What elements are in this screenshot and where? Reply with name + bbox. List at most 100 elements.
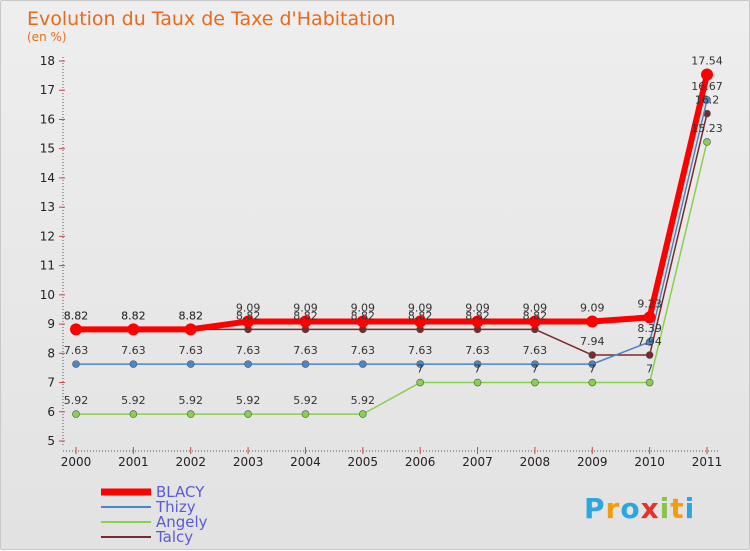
data-label: 8.82 bbox=[121, 309, 146, 322]
data-label: 5.92 bbox=[351, 394, 376, 407]
data-point bbox=[703, 138, 711, 146]
logo-letter: x bbox=[641, 492, 660, 525]
data-label: 8.82 bbox=[64, 309, 89, 322]
data-label: 7.63 bbox=[351, 344, 376, 357]
legend-label: Talcy bbox=[155, 528, 193, 546]
logo-letter: o bbox=[620, 492, 640, 525]
data-label: 7 bbox=[531, 363, 538, 376]
data-label: 8.82 bbox=[236, 309, 261, 322]
data-point bbox=[588, 360, 597, 368]
data-point bbox=[645, 351, 654, 359]
legend-item-thizy: Thizy bbox=[101, 498, 196, 516]
data-label: 7.63 bbox=[408, 344, 433, 357]
y-tick-label: 18 bbox=[40, 54, 55, 68]
x-tick-label: 2007 bbox=[462, 455, 493, 469]
data-point bbox=[359, 410, 367, 418]
legend-item-blacy: BLACY bbox=[101, 483, 205, 501]
x-tick-label: 2000 bbox=[61, 455, 92, 469]
data-point bbox=[129, 360, 138, 368]
legend-item-talcy: Talcy bbox=[101, 528, 193, 546]
data-point bbox=[244, 410, 252, 418]
data-label: 7 bbox=[589, 363, 596, 376]
data-label: 7 bbox=[474, 363, 481, 376]
data-label: 8.82 bbox=[293, 309, 318, 322]
data-point bbox=[645, 338, 654, 346]
y-tick-label: 12 bbox=[40, 229, 55, 243]
data-label: 8.82 bbox=[64, 309, 89, 322]
data-label: 16.2 bbox=[695, 94, 720, 107]
x-tick-label: 2001 bbox=[118, 455, 149, 469]
data-label: 8.82 bbox=[523, 309, 548, 322]
data-label: 7.94 bbox=[580, 335, 605, 348]
y-tick-label: 8 bbox=[47, 346, 55, 360]
data-label: 16.67 bbox=[691, 80, 723, 93]
proxiti-logo: Proxiti bbox=[584, 492, 695, 525]
data-labels: 8.82 8.82 8.829.09 9.09 9.09 9.09 9.09 9.09 9.09… bbox=[64, 54, 723, 407]
data-label: 9.09 bbox=[523, 301, 548, 314]
data-point bbox=[473, 360, 482, 368]
x-tick-label: 2002 bbox=[175, 455, 206, 469]
data-label: 8.82 bbox=[351, 309, 376, 322]
data-point bbox=[588, 351, 597, 359]
series-line bbox=[76, 99, 708, 365]
data-label: 8.82 bbox=[465, 309, 490, 322]
data-label: 5.92 bbox=[293, 394, 318, 407]
y-tick-label: 11 bbox=[40, 259, 55, 273]
data-point bbox=[186, 360, 195, 368]
data-label: 5.92 bbox=[236, 394, 261, 407]
chart-title: Evolution du Taux de Taxe d'Habitation bbox=[27, 8, 396, 30]
logo-letter: P bbox=[584, 492, 606, 525]
logo-letter: r bbox=[606, 492, 621, 525]
legend-label: Thizy bbox=[155, 498, 196, 516]
data-point bbox=[72, 410, 80, 418]
series-angely bbox=[72, 138, 711, 418]
data-label: 7 bbox=[417, 363, 424, 376]
data-label: 5.92 bbox=[64, 394, 89, 407]
data-label: 8.39 bbox=[637, 322, 662, 335]
x-tick-label: 2003 bbox=[233, 455, 264, 469]
y-tick-label: 10 bbox=[40, 288, 55, 302]
data-point bbox=[301, 360, 310, 368]
logo-letter: i bbox=[660, 492, 671, 525]
series-line bbox=[76, 141, 708, 415]
legend-label: BLACY bbox=[156, 483, 205, 501]
data-label: 7.63 bbox=[178, 344, 203, 357]
data-label: 17.54 bbox=[691, 54, 723, 67]
data-label: 9.23 bbox=[637, 297, 662, 310]
data-label: 9.09 bbox=[580, 301, 605, 314]
logo-letter: i bbox=[685, 492, 696, 525]
data-point bbox=[416, 360, 424, 368]
data-label: 7 bbox=[646, 363, 653, 376]
y-tick-label: 13 bbox=[40, 200, 55, 214]
data-point bbox=[301, 410, 310, 418]
data-label: 8.82 bbox=[408, 309, 433, 322]
data-label: 5.92 bbox=[178, 394, 203, 407]
y-tick-label: 17 bbox=[40, 83, 55, 97]
chart-subtitle: (en %) bbox=[27, 30, 67, 44]
legend-label: Angely bbox=[156, 513, 208, 531]
y-tick-label: 9 bbox=[47, 317, 55, 331]
data-point bbox=[359, 360, 367, 368]
data-point bbox=[528, 315, 541, 328]
data-point bbox=[70, 323, 82, 336]
data-point bbox=[416, 378, 424, 387]
data-point bbox=[356, 315, 369, 328]
data-label: 9.09 bbox=[293, 301, 318, 314]
x-tick-label: 2010 bbox=[634, 455, 665, 469]
series-thizy bbox=[72, 96, 711, 368]
data-point bbox=[588, 378, 597, 387]
data-point bbox=[473, 378, 482, 387]
data-label: 7.63 bbox=[293, 344, 318, 357]
series-blacy bbox=[70, 68, 713, 336]
data-point bbox=[186, 410, 195, 418]
y-tick-label: 16 bbox=[40, 112, 55, 126]
data-point bbox=[299, 315, 312, 328]
data-label: 7.94 bbox=[637, 335, 662, 348]
y-tick-label: 15 bbox=[40, 142, 55, 156]
y-tick-label: 14 bbox=[40, 171, 55, 185]
legend-item-angely: Angely bbox=[101, 513, 208, 531]
data-point bbox=[127, 323, 140, 336]
data-point bbox=[72, 360, 80, 368]
data-label: 9.09 bbox=[465, 301, 490, 314]
